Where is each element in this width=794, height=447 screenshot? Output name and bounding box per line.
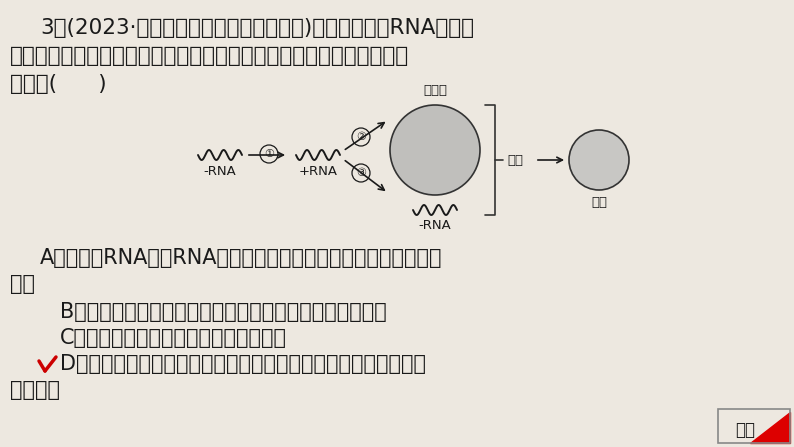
Text: 组装: 组装 — [507, 153, 523, 166]
Text: A．图中＋RNA和－RNA均携带病毒的遗传信息，为该病毒的遗传: A．图中＋RNA和－RNA均携带病毒的遗传信息，为该病毒的遗传 — [40, 248, 442, 268]
Text: ②: ② — [356, 132, 366, 142]
Text: 蛋白质: 蛋白质 — [423, 84, 447, 97]
Text: ③: ③ — [356, 168, 366, 178]
Circle shape — [390, 105, 480, 195]
Text: 确的是(      ): 确的是( ) — [10, 74, 106, 94]
Text: 物质: 物质 — [10, 274, 35, 294]
Text: 曾多次在非洲爆发，其在人体细胞内增殖的过程如图。下列有关叙述正: 曾多次在非洲爆发，其在人体细胞内增殖的过程如图。下列有关叙述正 — [10, 46, 409, 66]
Text: -RNA: -RNA — [203, 165, 237, 178]
Text: 互补配对: 互补配对 — [10, 380, 60, 400]
Polygon shape — [750, 413, 790, 443]
Text: 病毒: 病毒 — [591, 196, 607, 209]
Text: 3．(2023·湖北部分重点中学第一次联考)埃博拉病毒是RNA病毒，: 3．(2023·湖北部分重点中学第一次联考)埃博拉病毒是RNA病毒， — [40, 18, 474, 38]
Text: B．埃博拉病毒可以在餐具上增殖，煮沸餐具可杀死该病毒: B．埃博拉病毒可以在餐具上增殖，煮沸餐具可杀死该病毒 — [60, 302, 387, 322]
Text: +RNA: +RNA — [299, 165, 337, 178]
Text: -RNA: -RNA — [418, 219, 451, 232]
Text: D．该病毒可用专门开发的核酸检测试剂检测，检测时会发生碱基: D．该病毒可用专门开发的核酸检测试剂检测，检测时会发生碱基 — [60, 354, 426, 374]
Text: ①: ① — [264, 149, 274, 159]
Text: 答案: 答案 — [735, 421, 755, 439]
Circle shape — [569, 130, 629, 190]
Text: C．埃博拉病毒只含有核糖体一种细胞器: C．埃博拉病毒只含有核糖体一种细胞器 — [60, 328, 287, 348]
